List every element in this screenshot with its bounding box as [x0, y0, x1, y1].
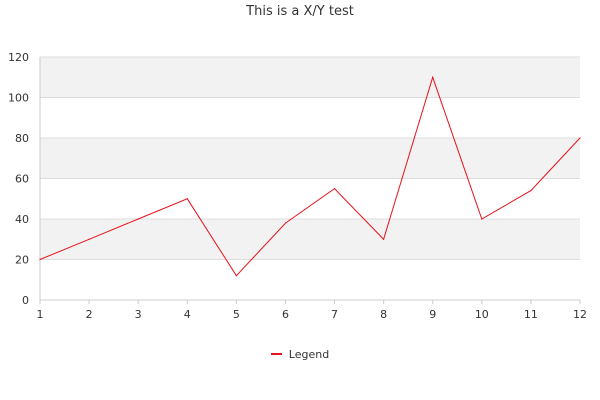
data-point [284, 222, 287, 224]
y-tick-label: 0 [22, 294, 29, 307]
x-tick-label: 8 [380, 308, 387, 321]
background-band [40, 219, 580, 260]
y-tick-label: 120 [8, 51, 29, 64]
x-tick-label: 5 [233, 308, 240, 321]
x-tick-label: 11 [524, 308, 538, 321]
x-tick-label: 7 [331, 308, 338, 321]
data-point [481, 218, 483, 220]
data-point [432, 76, 434, 78]
x-tick-label: 10 [475, 308, 489, 321]
y-tick-label: 80 [15, 132, 29, 145]
y-tick-label: 60 [15, 173, 29, 186]
x-axis-ticks: 1 2 3 4 5 6 7 8 9 10 11 12 [37, 300, 587, 321]
data-point [579, 137, 581, 139]
data-point [383, 238, 385, 240]
legend-item[interactable]: Legend [270, 347, 330, 361]
series-line [39, 75, 581, 277]
y-axis-ticks: 0 20 40 60 80 100 120 [8, 51, 29, 307]
y-tick-label: 20 [15, 254, 29, 267]
x-tick-label: 4 [184, 308, 191, 321]
background-band [40, 57, 580, 98]
data-point [39, 258, 41, 261]
data-point [186, 198, 188, 200]
background-band [40, 138, 580, 179]
background-bands [40, 57, 580, 260]
y-tick-label: 40 [15, 213, 29, 226]
x-tick-label: 1 [37, 308, 44, 321]
gridlines [40, 56, 580, 260]
data-point [235, 275, 237, 277]
x-tick-label: 2 [86, 308, 93, 321]
series-layer [39, 75, 581, 277]
data-point [137, 218, 139, 220]
x-tick-label: 12 [573, 308, 587, 321]
legend-label: Legend [288, 347, 330, 361]
x-tick-label: 6 [282, 308, 289, 321]
x-tick-label: 3 [135, 308, 142, 321]
y-tick-label: 100 [8, 92, 29, 105]
legend: Legend [0, 345, 600, 361]
chart-title: This is a X/Y test [246, 4, 354, 19]
x-tick-label: 9 [429, 308, 436, 321]
data-point [88, 238, 90, 240]
legend-swatch [270, 353, 282, 355]
data-point [530, 190, 532, 192]
data-point [333, 188, 336, 190]
